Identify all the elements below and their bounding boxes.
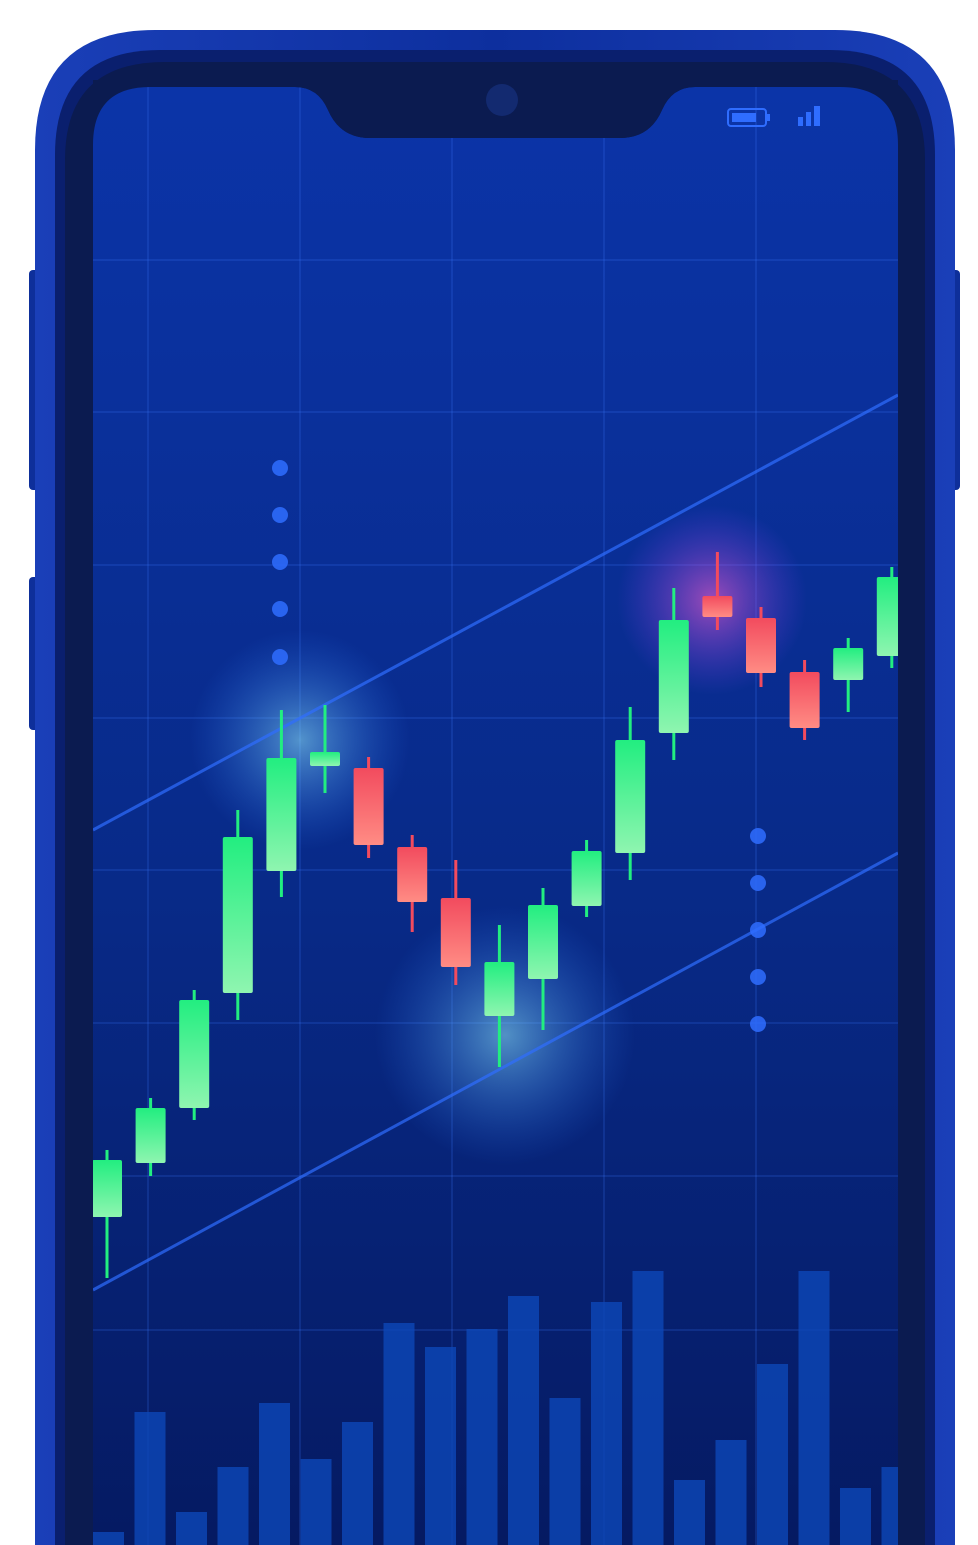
camera — [486, 84, 518, 116]
candle-body — [528, 905, 558, 979]
candle-body — [222, 837, 253, 993]
dots — [272, 460, 766, 1032]
volume-bar — [466, 1329, 498, 1545]
signal-icon — [798, 106, 820, 126]
volume-bar — [549, 1398, 581, 1545]
candle-body — [353, 768, 384, 845]
volume-bar — [881, 1467, 898, 1545]
volume-bar — [176, 1512, 207, 1545]
volume-bar — [300, 1459, 332, 1545]
volume-bar — [259, 1403, 290, 1545]
candle-body — [135, 1108, 166, 1163]
volume-bar — [715, 1440, 747, 1545]
candle-body — [484, 962, 515, 1016]
volume-bar — [217, 1467, 249, 1545]
screen — [93, 87, 898, 1545]
trend-line — [93, 393, 898, 832]
volume-bar — [342, 1422, 373, 1545]
volume-bar — [591, 1302, 622, 1545]
volume-bar — [632, 1271, 664, 1545]
glow — [375, 905, 635, 1165]
volume-bars — [93, 1271, 898, 1545]
candle-body — [789, 672, 820, 728]
candle-body — [440, 898, 471, 967]
battery-tip — [767, 114, 770, 121]
volume-bar — [425, 1347, 456, 1545]
volume-bar — [674, 1480, 705, 1545]
candle-body — [93, 1160, 122, 1217]
candle-body — [658, 620, 689, 733]
volume-bar — [134, 1412, 166, 1545]
volume-bar — [840, 1488, 871, 1545]
volume-bar — [757, 1364, 788, 1545]
candle-body — [876, 577, 898, 656]
candle-body — [397, 847, 428, 902]
volume-bar — [508, 1296, 539, 1545]
candle-body — [702, 596, 733, 617]
candle-body — [746, 618, 776, 673]
candle-body — [833, 648, 864, 680]
battery-icon — [727, 108, 767, 127]
volume-bar — [93, 1532, 124, 1545]
volume-bar — [383, 1323, 415, 1545]
candle-body — [310, 752, 340, 766]
candle-body — [179, 1000, 210, 1108]
candles — [93, 552, 898, 1278]
candle-body — [571, 851, 602, 906]
battery-level — [732, 113, 756, 122]
candle-body — [266, 758, 297, 871]
candle-body — [615, 740, 646, 853]
volume-bar — [798, 1271, 830, 1545]
screen-bg — [93, 87, 898, 1545]
